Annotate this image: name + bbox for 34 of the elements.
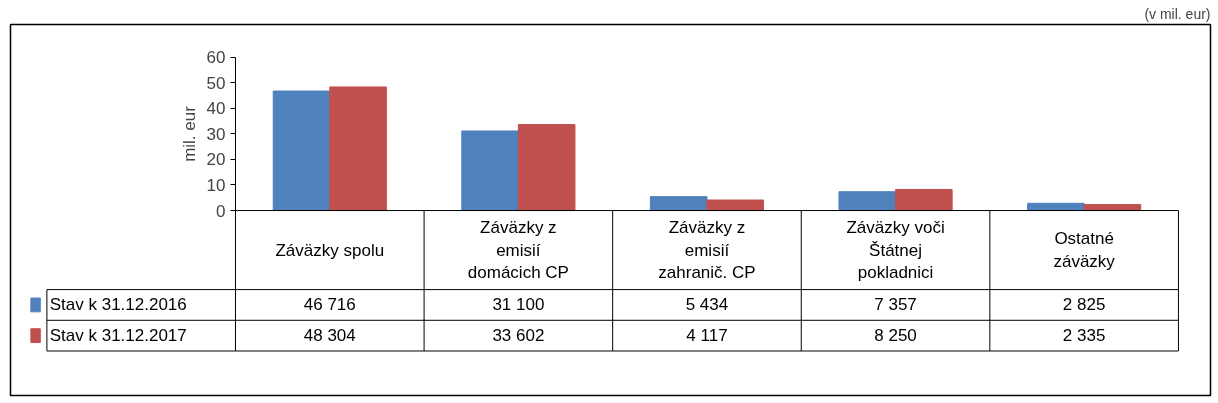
x-tick-label: Záväzky voči Štátnej pokladnici (846, 217, 945, 283)
x-tick-label: Ostatné záväzky (1053, 229, 1116, 271)
text: 33 602 (492, 326, 545, 346)
text: 31 100 (492, 295, 545, 315)
y-tick-label: 60 (206, 48, 226, 68)
bar (649, 196, 708, 212)
x-tick-label: Záväzky z emisií zahranič. CP (658, 217, 756, 283)
y-axis-title: mil. eur (179, 105, 199, 162)
y-tick-label: 30 (206, 124, 226, 144)
x-tick-label: Záväzky z emisií domácich CP (467, 217, 569, 283)
legend-label: Stav k 31.12.2016 (49, 295, 187, 315)
legend-label: Stav k 31.12.2017 (49, 326, 187, 346)
y-tick-label: 40 (206, 99, 226, 119)
y-tick-label: 10 (206, 175, 226, 195)
text: 2 825 (1062, 295, 1106, 315)
text: 5 434 (685, 295, 729, 315)
bar (706, 199, 765, 212)
x-tick-label: Záväzky spolu (275, 240, 385, 260)
bar (329, 86, 387, 212)
text: (v mil. eur) (1144, 5, 1211, 22)
text: 46 716 (303, 295, 356, 315)
bar (838, 191, 897, 212)
text: 8 250 (874, 326, 917, 346)
text: 7 357 (874, 295, 917, 315)
y-tick-label: 50 (206, 73, 226, 93)
y-tick-label: 0 (216, 201, 226, 221)
text: 4 117 (686, 326, 728, 346)
text: 2 335 (1062, 326, 1106, 346)
bar (517, 124, 576, 212)
y-tick-label: 20 (206, 150, 226, 170)
bar (461, 130, 519, 212)
bar (895, 188, 953, 212)
text: 48 304 (303, 326, 356, 346)
bar (272, 90, 331, 212)
